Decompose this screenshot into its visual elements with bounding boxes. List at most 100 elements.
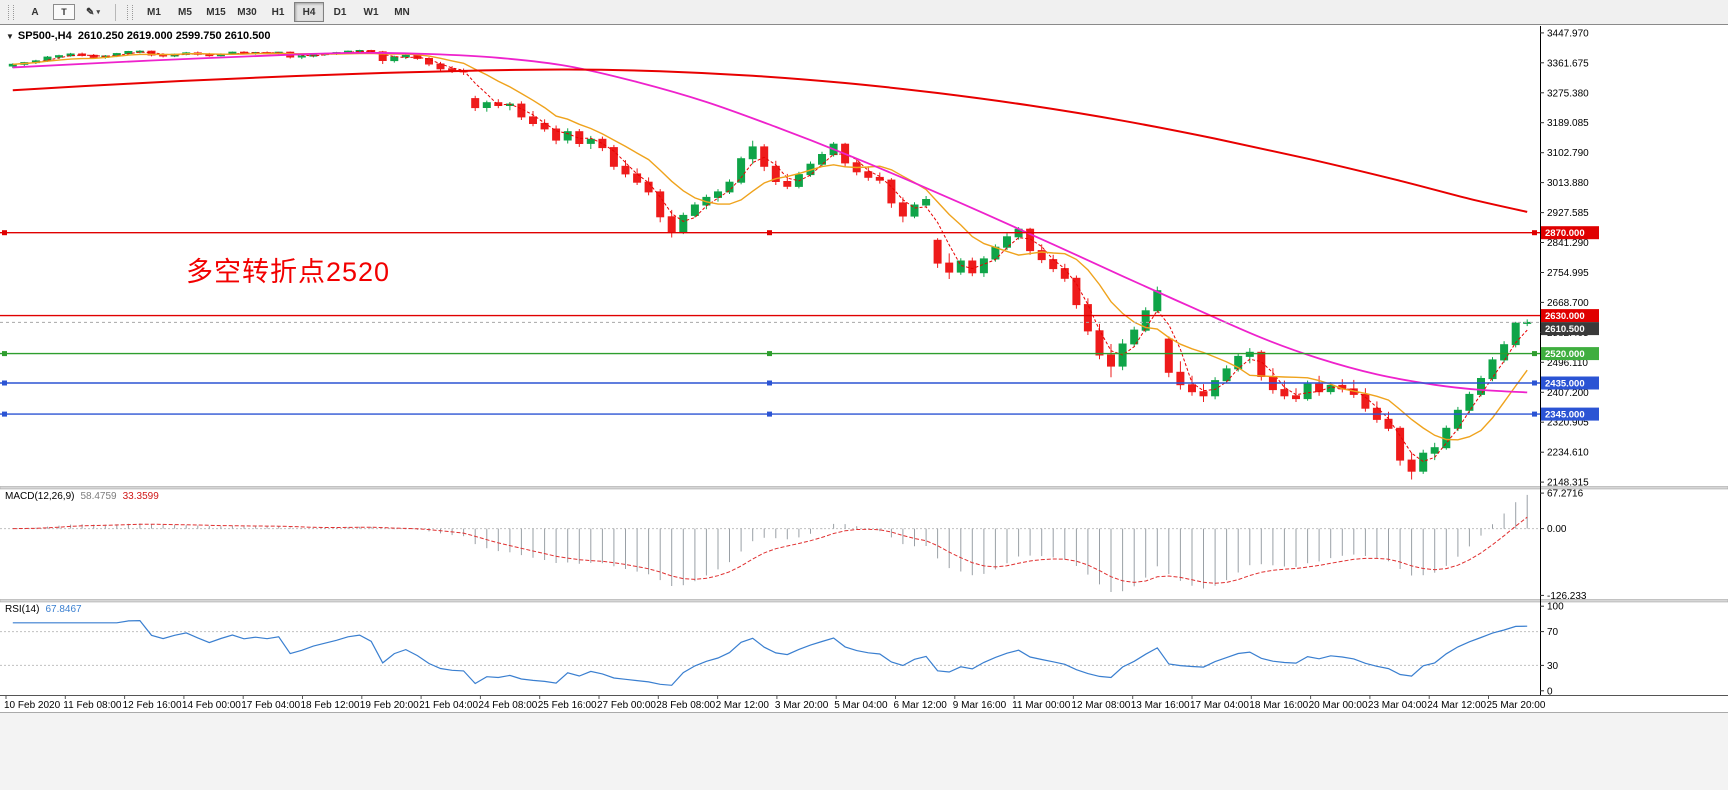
hline-handle[interactable] bbox=[1532, 380, 1537, 386]
svg-text:5 Mar 04:00: 5 Mar 04:00 bbox=[834, 700, 888, 711]
hline-handle[interactable] bbox=[1532, 230, 1537, 236]
svg-text:2234.610: 2234.610 bbox=[1547, 448, 1589, 459]
timeframe-button-m5[interactable]: M5 bbox=[178, 6, 192, 18]
svg-text:3447.970: 3447.970 bbox=[1547, 28, 1589, 39]
svg-text:67.2716: 67.2716 bbox=[1547, 489, 1584, 500]
svg-text:18 Mar 16:00: 18 Mar 16:00 bbox=[1249, 700, 1308, 711]
svg-text:2927.585: 2927.585 bbox=[1547, 208, 1589, 219]
svg-text:2630.000: 2630.000 bbox=[1545, 311, 1585, 322]
hline-handle[interactable] bbox=[2, 351, 7, 357]
svg-text:3 Mar 20:00: 3 Mar 20:00 bbox=[775, 700, 829, 711]
chart-canvas[interactable]: 3447.970 3361.675 3275.380 3189.085 3102.790… bbox=[0, 26, 1728, 713]
hline-handle[interactable] bbox=[2, 230, 7, 236]
window-bottom-filler bbox=[0, 713, 1728, 790]
svg-text:2841.290: 2841.290 bbox=[1547, 238, 1589, 249]
svg-text:0: 0 bbox=[1547, 686, 1553, 697]
ma-magenta bbox=[12, 51, 1528, 394]
svg-text:25 Mar 20:00: 25 Mar 20:00 bbox=[1487, 700, 1546, 711]
timeframe-button-m30[interactable]: M30 bbox=[237, 6, 257, 18]
dropdown-caret-icon: ▾ bbox=[96, 9, 100, 16]
hline-handle[interactable] bbox=[767, 411, 772, 417]
svg-text:17 Mar 04:00: 17 Mar 04:00 bbox=[1190, 700, 1249, 711]
svg-text:2407.200: 2407.200 bbox=[1547, 388, 1589, 399]
macd-panel bbox=[0, 494, 1540, 592]
svg-text:2435.000: 2435.000 bbox=[1545, 379, 1585, 390]
ma-orange bbox=[12, 52, 1528, 441]
svg-text:17 Feb 04:00: 17 Feb 04:00 bbox=[241, 700, 300, 711]
svg-text:27 Feb 00:00: 27 Feb 00:00 bbox=[597, 700, 656, 711]
price-axis[interactable]: 3447.970 3361.675 3275.380 3189.085 3102.790… bbox=[1540, 28, 1589, 697]
svg-text:3189.085: 3189.085 bbox=[1547, 118, 1589, 129]
ma-red-slow bbox=[12, 68, 1528, 213]
draw-tool-button[interactable]: ✎ ▾ bbox=[86, 6, 100, 18]
timeframe-button-h1[interactable]: H1 bbox=[271, 6, 285, 18]
svg-text:6 Mar 12:00: 6 Mar 12:00 bbox=[894, 700, 948, 711]
hline-handle[interactable] bbox=[767, 380, 772, 386]
price-tag-2630.000 bbox=[1541, 309, 1599, 323]
svg-text:13 Mar 16:00: 13 Mar 16:00 bbox=[1131, 700, 1190, 711]
price-tag-2870.000 bbox=[1541, 226, 1599, 240]
top-toolbar: A T ✎ ▾ M1 M5 M15 M30 H1 H4 D1 W1 MN bbox=[0, 0, 1728, 25]
svg-text:2320.905: 2320.905 bbox=[1547, 418, 1589, 429]
svg-text:11 Mar 00:00: 11 Mar 00:00 bbox=[1012, 700, 1071, 711]
time-axis[interactable]: 10 Feb 2020 11 Feb 08:00 12 Feb 16:00 14 Fe… bbox=[4, 695, 1546, 711]
toolbar-separator bbox=[115, 3, 116, 21]
svg-text:100: 100 bbox=[1547, 602, 1564, 613]
hline-handle[interactable] bbox=[1532, 351, 1537, 357]
svg-text:12 Feb 16:00: 12 Feb 16:00 bbox=[123, 700, 182, 711]
svg-text:3013.880: 3013.880 bbox=[1547, 178, 1589, 189]
moving-averages-layer bbox=[12, 50, 1528, 463]
hline-handle[interactable] bbox=[1532, 411, 1537, 417]
svg-text:18 Feb 12:00: 18 Feb 12:00 bbox=[301, 700, 360, 711]
hline-handle[interactable] bbox=[2, 380, 7, 386]
text-tool-button[interactable]: A bbox=[31, 6, 39, 18]
svg-text:2148.315: 2148.315 bbox=[1547, 478, 1589, 489]
svg-text:24 Feb 08:00: 24 Feb 08:00 bbox=[478, 700, 537, 711]
price-tags: 2870.000 2630.000 2610.500 2520.000 2435.000… bbox=[1541, 226, 1599, 421]
svg-text:20 Mar 00:00: 20 Mar 00:00 bbox=[1309, 700, 1368, 711]
timeframe-button-w1[interactable]: W1 bbox=[363, 6, 379, 18]
panel-splitter[interactable] bbox=[0, 599, 1728, 603]
panel-splitter[interactable] bbox=[0, 486, 1728, 490]
price-tag-2435.000 bbox=[1541, 376, 1599, 390]
svg-text:25 Feb 16:00: 25 Feb 16:00 bbox=[538, 700, 597, 711]
svg-text:2345.000: 2345.000 bbox=[1545, 410, 1585, 421]
hline-handle[interactable] bbox=[767, 351, 772, 357]
horizontal-lines-layer[interactable] bbox=[0, 230, 1540, 417]
candlestick-layer bbox=[8, 49, 1532, 480]
svg-text:2754.995: 2754.995 bbox=[1547, 268, 1589, 279]
svg-text:14 Feb 00:00: 14 Feb 00:00 bbox=[182, 700, 241, 711]
svg-text:3361.675: 3361.675 bbox=[1547, 58, 1589, 69]
timeframe-button-m15[interactable]: M15 bbox=[206, 6, 226, 18]
chart-annotation-text[interactable]: 多空转折点2520 bbox=[186, 257, 391, 287]
svg-text:10 Feb 2020: 10 Feb 2020 bbox=[4, 700, 61, 711]
price-tag-2520.000 bbox=[1541, 347, 1599, 361]
timeframe-button-mn[interactable]: MN bbox=[394, 6, 410, 18]
price-tag-2345.000 bbox=[1541, 407, 1599, 421]
hline-handle[interactable] bbox=[2, 411, 7, 417]
timeframe-button-m1[interactable]: M1 bbox=[147, 6, 161, 18]
svg-text:2 Mar 12:00: 2 Mar 12:00 bbox=[716, 700, 770, 711]
rsi-panel bbox=[0, 619, 1540, 686]
toolbar-grip[interactable] bbox=[8, 4, 14, 20]
svg-text:24 Mar 12:00: 24 Mar 12:00 bbox=[1427, 700, 1486, 711]
timeframe-button-d1[interactable]: D1 bbox=[333, 6, 347, 18]
svg-text:2668.700: 2668.700 bbox=[1547, 298, 1589, 309]
timeframe-button-h4[interactable]: H4 bbox=[294, 2, 324, 22]
svg-text:-126.233: -126.233 bbox=[1547, 591, 1587, 602]
svg-text:12 Mar 08:00: 12 Mar 08:00 bbox=[1071, 700, 1130, 711]
svg-text:9 Mar 16:00: 9 Mar 16:00 bbox=[953, 700, 1007, 711]
hline-handle[interactable] bbox=[767, 230, 772, 236]
svg-text:2520.000: 2520.000 bbox=[1545, 349, 1585, 360]
svg-text:2496.110: 2496.110 bbox=[1547, 358, 1588, 369]
svg-text:28 Feb 08:00: 28 Feb 08:00 bbox=[656, 700, 715, 711]
svg-text:3275.380: 3275.380 bbox=[1547, 88, 1589, 99]
svg-text:23 Mar 04:00: 23 Mar 04:00 bbox=[1368, 700, 1427, 711]
svg-text:70: 70 bbox=[1547, 627, 1559, 638]
svg-text:2610.500: 2610.500 bbox=[1545, 324, 1585, 335]
svg-text:3102.790: 3102.790 bbox=[1547, 148, 1589, 159]
label-tool-button[interactable]: T bbox=[53, 4, 75, 20]
svg-text:2870.000: 2870.000 bbox=[1545, 228, 1585, 239]
toolbar-grip-2[interactable] bbox=[127, 4, 133, 20]
